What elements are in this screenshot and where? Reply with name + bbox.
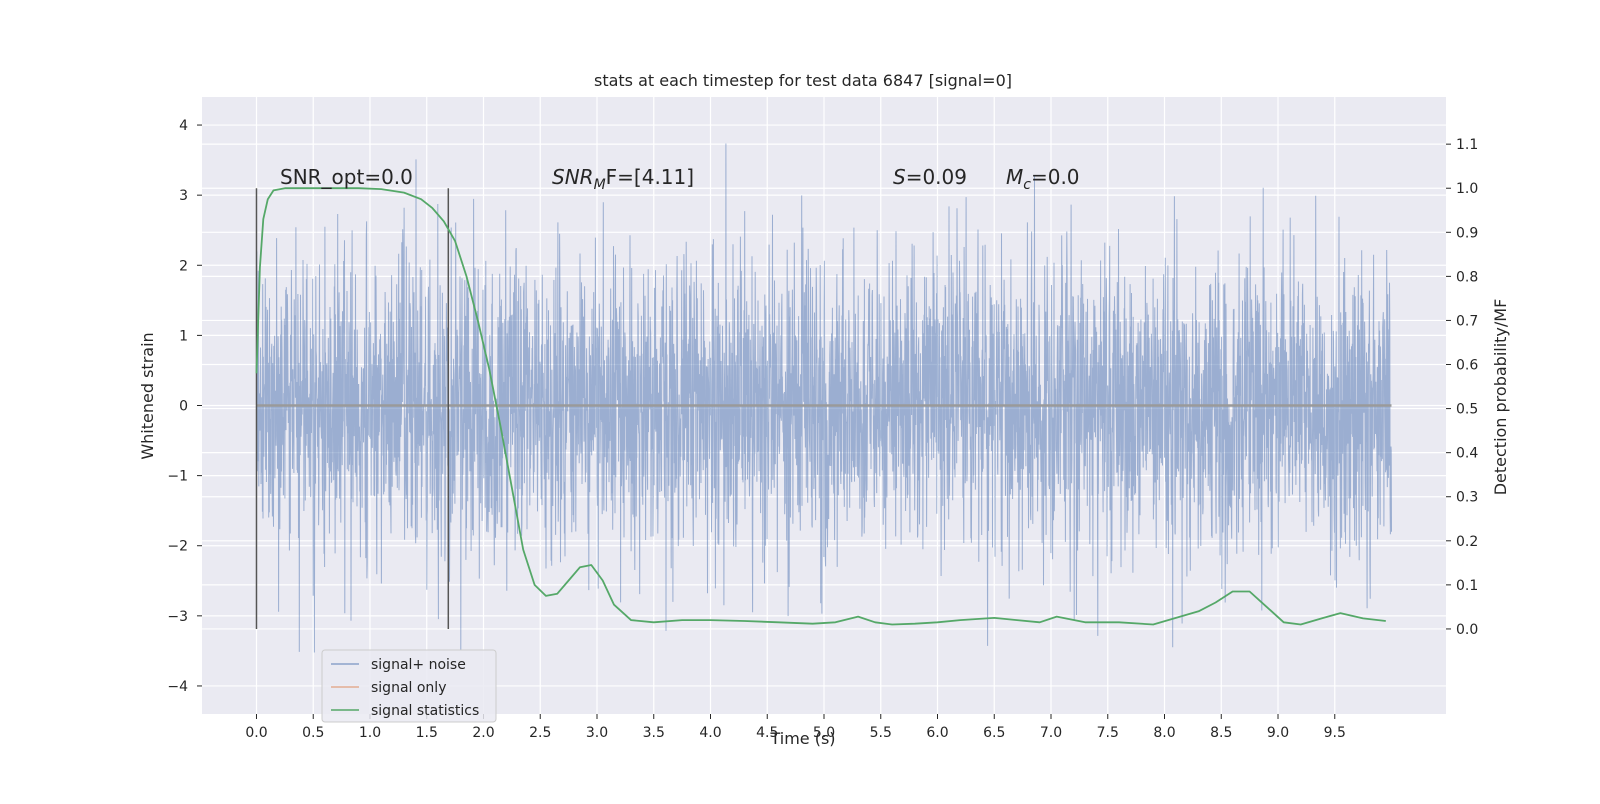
x-tick-label: 7.5 — [1097, 725, 1119, 741]
x-tick-label: 2.0 — [472, 725, 494, 741]
snr-mf-rest: F=[4.11] — [606, 165, 694, 189]
y2-tick-label: 0.3 — [1456, 490, 1478, 506]
y2-tick-label: 0.4 — [1456, 446, 1478, 462]
y-tick-label: −1 — [167, 469, 188, 485]
y-tick-label: −4 — [167, 679, 188, 695]
y-tick-label: −2 — [167, 539, 188, 555]
s-symbol: S — [893, 165, 906, 189]
y-tick-label: −3 — [167, 609, 188, 625]
snr-mf-sub: M — [594, 177, 606, 193]
x-tick-label: 2.5 — [529, 725, 551, 741]
y-tick-label: 3 — [179, 188, 188, 204]
x-tick-label: 7.0 — [1040, 725, 1062, 741]
y2-tick-label: 0.6 — [1456, 358, 1478, 374]
x-tick-label: 5.0 — [813, 725, 835, 741]
x-tick-label: 3.5 — [643, 725, 665, 741]
x-tick-label: 8.5 — [1210, 725, 1232, 741]
y2-tick-label: 0.0 — [1456, 622, 1478, 638]
chart-title: stats at each timestep for test data 684… — [594, 71, 1012, 90]
y2-tick-label: 0.5 — [1456, 402, 1478, 418]
y-tick-label: 1 — [179, 328, 188, 344]
y2-axis-label: Detection probability/MF — [1491, 299, 1510, 496]
legend: signal+ noise signal only signal statist… — [321, 649, 497, 723]
signal-noise-series — [256, 143, 1392, 653]
y-tick-label: 2 — [179, 258, 188, 274]
y-axis-label: Whitened strain — [138, 332, 157, 459]
x-tick-label: 3.0 — [586, 725, 608, 741]
y-tick-label: 4 — [179, 118, 188, 134]
signal-statistics-line — [255, 187, 1386, 626]
y2-tick-label: 0.8 — [1456, 269, 1478, 285]
signal-noise-line — [256, 143, 1392, 653]
x-tick-label: 0.5 — [302, 725, 324, 741]
legend-label-signal-only: signal only — [371, 680, 446, 696]
annotation-snr-mf: SNRMF=[4.11] — [552, 165, 694, 193]
x-axis-label: Time (s) — [769, 729, 835, 748]
x-tick-label: 6.5 — [983, 725, 1005, 741]
annotation-s: S=0.09 — [893, 165, 967, 189]
s-value: =0.09 — [906, 165, 967, 189]
y2-tick-label: 1.1 — [1456, 137, 1478, 153]
tick-labels: 0.0 0.5 1.0 1.5 2.0 2.5 3.0 3.5 4.0 4.5 5.0 5.5 6.0 6… — [167, 118, 1478, 741]
mc-value: =0.0 — [1031, 165, 1080, 189]
legend-label-signal-noise: signal+ noise — [371, 657, 466, 673]
snr-mf-base: SNR — [552, 165, 594, 189]
x-tick-label: 5.5 — [870, 725, 892, 741]
y2-tick-label: 0.1 — [1456, 578, 1478, 594]
x-tick-label: 9.0 — [1267, 725, 1289, 741]
x-tick-label: 0.0 — [245, 725, 267, 741]
x-tick-label: 1.0 — [359, 725, 381, 741]
vertical-markers — [255, 188, 450, 629]
y2-tick-label: 1.0 — [1456, 181, 1478, 197]
x-tick-label: 9.5 — [1324, 725, 1346, 741]
y2-tick-label: 0.7 — [1456, 313, 1478, 329]
annotation-snr-opt: SNR_opt=0.0 — [280, 165, 413, 189]
x-tick-label: 4.5 — [756, 725, 778, 741]
legend-label-signal-statistics: signal statistics — [371, 703, 479, 719]
y2-tick-label: 0.9 — [1456, 225, 1478, 241]
legend-box — [321, 649, 497, 723]
x-tick-label: 8.0 — [1153, 725, 1175, 741]
mc-symbol: M — [1006, 165, 1023, 189]
mc-subscript: c — [1023, 177, 1031, 193]
signal-statistics-series — [255, 187, 1386, 626]
annotation-mc: Mc=0.0 — [1006, 165, 1080, 193]
y-tick-label: 0 — [179, 399, 188, 415]
x-tick-label: 4.0 — [699, 725, 721, 741]
x-tick-label: 1.5 — [416, 725, 438, 741]
x-tick-label: 6.0 — [926, 725, 948, 741]
y2-tick-label: 0.2 — [1456, 534, 1478, 550]
